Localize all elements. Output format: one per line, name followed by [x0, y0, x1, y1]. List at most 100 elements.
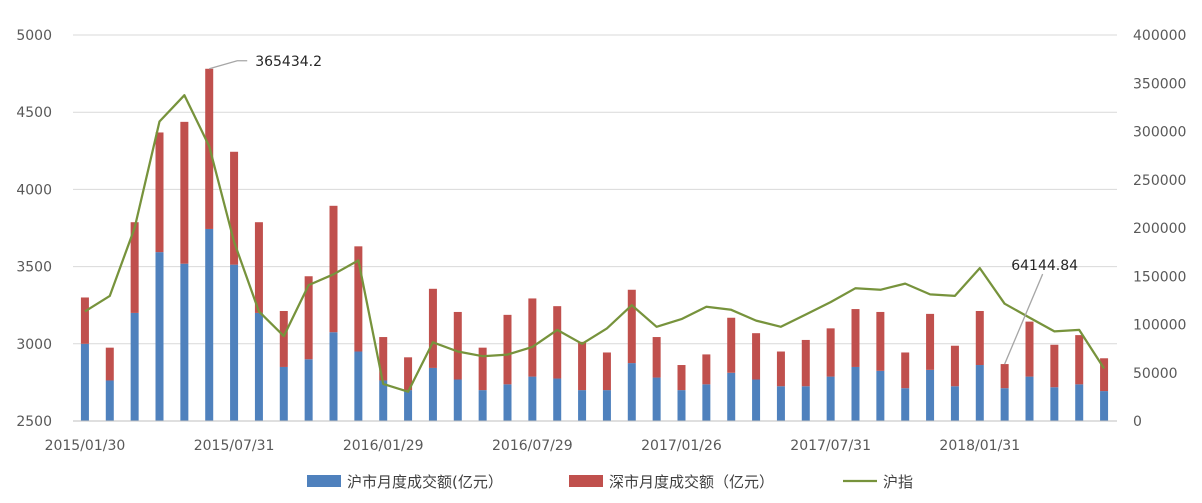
sz-turnover-bar — [304, 276, 313, 360]
sz-turnover-bar — [975, 310, 984, 366]
sz-turnover-bar — [652, 337, 661, 378]
sz-turnover-bar — [503, 314, 512, 385]
sh-turnover-bar — [727, 372, 736, 421]
sz-turnover-bar — [528, 298, 537, 377]
sz-turnover-bar — [80, 297, 89, 344]
left-axis-tick-label: 4500 — [16, 105, 52, 121]
sz-turnover-bar — [428, 288, 437, 368]
sh-turnover-bar — [826, 376, 835, 421]
sh-turnover-bar — [254, 312, 263, 421]
sh-turnover-bar — [155, 252, 164, 421]
sh-turnover-bar — [752, 379, 761, 421]
x-axis-tick-label: 2015/07/31 — [194, 438, 275, 454]
left-axis-tick-label: 2500 — [16, 414, 52, 430]
stacked-bars — [80, 68, 1109, 421]
sh-turnover-bar — [652, 377, 661, 421]
right-axis-tick-label: 250000 — [1133, 173, 1186, 189]
sh-turnover-bar — [354, 351, 363, 421]
axes: 2500300035004000450050000500001000001500… — [16, 28, 1186, 454]
sh-turnover-bar — [578, 390, 587, 421]
sz-turnover-bar — [876, 311, 885, 371]
sz-turnover-bar — [926, 313, 935, 370]
x-axis-tick-label: 2018/01/31 — [939, 438, 1020, 454]
sh-turnover-bar — [926, 369, 935, 421]
sz-turnover-bar — [752, 333, 761, 380]
sh-turnover-bar — [950, 386, 959, 421]
gridlines — [73, 34, 1117, 345]
sh-turnover-bar — [776, 386, 785, 421]
sz-turnover-bar — [826, 328, 835, 377]
sh-turnover-bar — [205, 228, 214, 421]
sh-turnover-bar — [130, 312, 139, 421]
sz-turnover-bar — [1000, 364, 1009, 389]
sh-turnover-bar — [553, 378, 562, 421]
right-axis-tick-label: 100000 — [1133, 318, 1186, 334]
sz-turnover-bar — [1100, 358, 1109, 392]
left-axis-tick-label: 4000 — [16, 182, 52, 198]
sz-turnover-bar — [627, 289, 636, 364]
sz-turnover-bar — [950, 345, 959, 387]
sh-turnover-bar — [80, 343, 89, 421]
sz-turnover-bar — [379, 337, 388, 381]
sh-turnover-bar — [876, 370, 885, 421]
sz-turnover-bar — [230, 151, 239, 265]
sz-turnover-bar — [155, 132, 164, 253]
sz-turnover-bar — [801, 339, 810, 387]
x-axis-tick-label: 2017/07/31 — [790, 438, 871, 454]
annotations: 365434.2 64144.84 — [209, 54, 1078, 365]
sh-turnover-bar — [105, 380, 114, 421]
sz-turnover-bar — [130, 222, 139, 313]
sh-turnover-bar — [329, 332, 338, 421]
sh-turnover-bar — [602, 390, 611, 421]
x-axis-tick-label: 2015/01/30 — [45, 438, 126, 454]
sh-turnover-bar — [1100, 391, 1109, 421]
sz-turnover-bar — [727, 317, 736, 373]
sh-turnover-bar — [702, 384, 711, 421]
sz-turnover-bar — [404, 357, 413, 391]
sz-turnover-bar — [478, 347, 487, 391]
data-callout-label: 64144.84 — [1011, 258, 1078, 274]
sh-turnover-bar — [428, 367, 437, 421]
sz-turnover-bar — [776, 351, 785, 387]
sh-turnover-bar — [901, 388, 910, 421]
sz-turnover-bar — [354, 246, 363, 352]
sh-turnover-bar — [1075, 384, 1084, 421]
callout-leader-line — [1004, 273, 1044, 365]
right-axis-tick-label: 200000 — [1133, 221, 1186, 237]
sz-turnover-bar — [677, 365, 686, 391]
sh-turnover-bar — [279, 366, 288, 421]
sh-turnover-bar — [677, 390, 686, 421]
sh-turnover-bar — [304, 359, 313, 421]
sh-turnover-bar — [453, 379, 462, 421]
sh-turnover-bar — [528, 376, 537, 421]
legend-label: 沪指 — [883, 473, 913, 491]
data-callout-label: 365434.2 — [255, 54, 322, 70]
sz-turnover-bar — [901, 352, 910, 389]
sz-turnover-bar — [702, 354, 711, 385]
sz-turnover-bar — [1075, 335, 1084, 385]
sz-turnover-bar — [553, 306, 562, 379]
sh-turnover-bar — [1050, 387, 1059, 421]
sz-turnover-bar — [254, 222, 263, 313]
sh-turnover-bar — [180, 263, 189, 421]
legend-swatch — [569, 475, 603, 487]
sz-turnover-bar — [1025, 321, 1034, 377]
sh-turnover-bar — [975, 365, 984, 421]
legend-label: 深市月度成交额（亿元） — [609, 473, 774, 491]
right-axis-tick-label: 400000 — [1133, 28, 1186, 44]
sz-turnover-bar — [279, 310, 288, 367]
sh-turnover-bar — [851, 366, 860, 421]
sz-turnover-bar — [180, 121, 189, 264]
callout-leader-line — [209, 60, 248, 70]
sh-turnover-bar — [503, 384, 512, 421]
sh-turnover-bar — [1000, 388, 1009, 421]
sh-turnover-bar — [478, 390, 487, 421]
sh-turnover-bar — [230, 264, 239, 421]
x-axis-tick-label: 2016/07/29 — [492, 438, 573, 454]
sh-turnover-bar — [627, 363, 636, 421]
right-axis-tick-label: 300000 — [1133, 125, 1186, 141]
x-axis-tick-label: 2016/01/29 — [343, 438, 424, 454]
sz-turnover-bar — [851, 309, 860, 367]
